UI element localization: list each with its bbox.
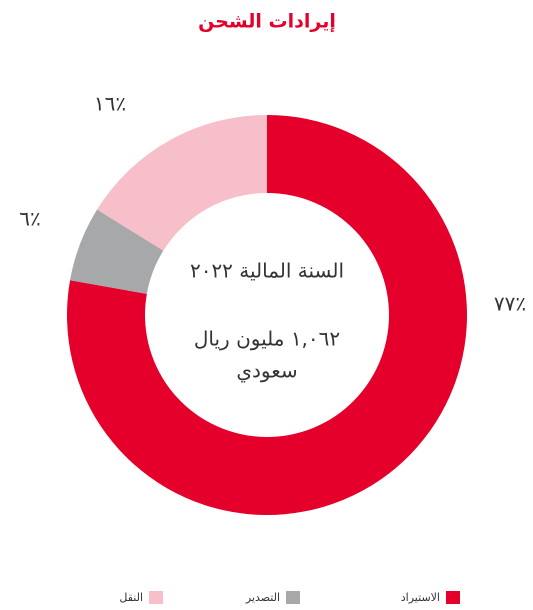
center-text: سعودي — [236, 359, 297, 384]
donut-slice — [97, 115, 267, 251]
legend-swatch — [286, 591, 300, 604]
center-text: ١,٠٦٢ مليون ريال — [194, 327, 340, 351]
slice-label: ٪٧٧ — [494, 292, 526, 316]
legend-label: الاستيراد — [401, 591, 440, 604]
slice-label: ٪١٦ — [94, 92, 126, 116]
donut-slice — [66, 115, 467, 515]
legend-label: النقل — [119, 591, 143, 604]
legend-swatch — [149, 591, 163, 604]
slice-label: ٪٦ — [19, 207, 41, 231]
chart-title: إيرادات الشحن — [198, 11, 336, 33]
legend-swatch — [446, 591, 460, 604]
center-text: السنة المالية ٢٠٢٢ — [190, 259, 344, 283]
legend-label: التصدير — [245, 591, 280, 604]
donut-slice — [70, 209, 164, 294]
